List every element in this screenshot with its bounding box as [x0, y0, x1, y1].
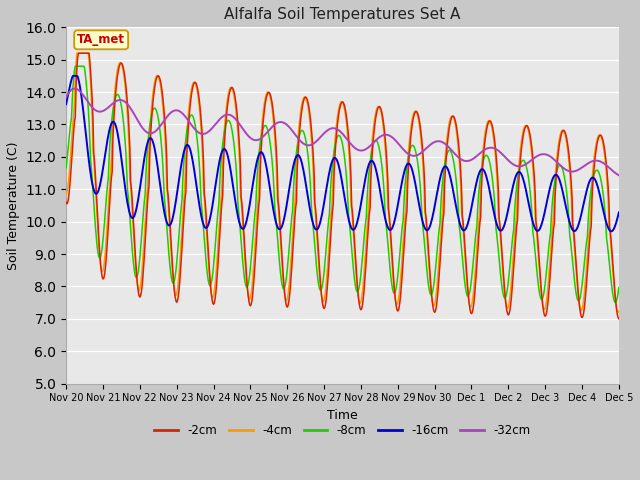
Y-axis label: Soil Temperature (C): Soil Temperature (C): [7, 141, 20, 270]
Text: TA_met: TA_met: [77, 33, 125, 46]
Legend: -2cm, -4cm, -8cm, -16cm, -32cm: -2cm, -4cm, -8cm, -16cm, -32cm: [150, 420, 535, 442]
Title: Alfalfa Soil Temperatures Set A: Alfalfa Soil Temperatures Set A: [224, 7, 461, 22]
X-axis label: Time: Time: [327, 409, 358, 422]
